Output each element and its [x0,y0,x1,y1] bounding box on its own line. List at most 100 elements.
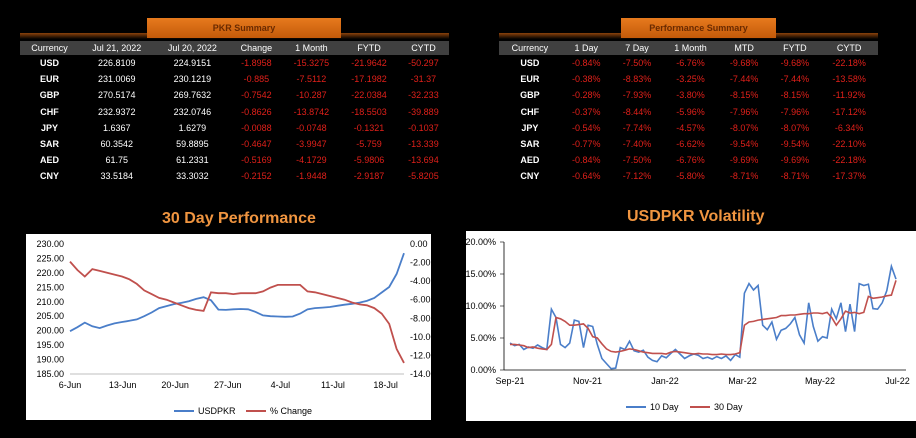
y-right-tick-label: -12.00 [410,350,431,360]
series-line-30-day [510,280,897,356]
table-cell-negative: -8.15% [729,90,759,101]
table-cell: 33.5184 [100,171,134,182]
table-cell-negative: -0.7542 [241,90,272,101]
currency-code: SAR [520,139,540,150]
pkr-col-header: 1 Month [282,41,341,55]
y-left-tick-label: 225.00 [36,253,64,263]
table-cell-negative: -0.5169 [241,155,272,166]
table-cell-negative: -0.38% [571,74,601,85]
x-tick-label: 13-Jun [109,380,137,390]
y-left-tick-label: 190.00 [36,355,64,365]
table-cell-negative: -6.76% [676,155,705,166]
table-cell-negative: -6.76% [676,58,705,69]
table-cell-negative: -9.54% [729,139,759,150]
table-cell: 226.8109 [98,58,136,69]
table-cell-negative: -5.8205 [408,171,439,182]
performance-summary-table: Currency 1 Day 7 Day 1 Month MTD FYTD CYTD USD… [499,41,878,185]
x-tick-label: 18-Jul [373,380,398,390]
y-right-tick-label: -4.00 [410,276,431,286]
table-cell-negative: -4.57% [676,122,705,133]
y-right-tick-label: 0.00 [410,239,428,249]
perf-table-row: GBP -0.28% -7.93% -3.80% -8.15% -8.15% -11.92% [499,87,878,103]
table-cell-negative: -7.96% [780,106,810,117]
table-cell-negative: -0.54% [571,122,601,133]
pkr-table-row: CNY 33.5184 33.3032 -0.2152 -1.9448 -2.9187 -5… [20,168,449,184]
chart2-title: USDPKR Volatility [627,208,765,225]
table-cell-negative: -7.96% [729,106,759,117]
pkr-col-header: Currency [20,41,79,55]
pkr-table-row: SAR 60.3542 59.8895 -0.4647 -3.9947 -5.759 -13… [20,136,449,152]
pkr-col-header: Change [230,41,283,55]
table-cell-negative: -0.0748 [296,122,327,133]
table-cell-negative: -0.0088 [241,122,272,133]
perf-col-header: 1 Day [560,41,612,55]
table-cell-negative: -1.9448 [296,171,327,182]
currency-code: GBP [39,90,60,101]
pkr-col-header: Jul 20, 2022 [154,41,231,55]
y-tick-label: 10.00% [466,301,496,311]
table-cell-negative: -8.71% [780,171,810,182]
table-cell-negative: -3.25% [676,74,705,85]
y-tick-label: 0.00% [470,365,496,375]
table-cell-negative: -22.0384 [351,90,387,101]
y-left-tick-label: 195.00 [36,340,64,350]
table-cell: 60.3542 [100,139,134,150]
perf-table-row: USD -0.84% -7.50% -6.76% -9.68% -9.68% -22.18% [499,55,878,71]
y-right-tick-label: -10.00 [410,332,431,342]
table-cell-negative: -13.694 [408,155,439,166]
currency-code: EUR [39,74,59,85]
perf-table-row: SAR -0.77% -7.40% -6.62% -9.54% -9.54% -22.10% [499,136,878,152]
x-tick-label: Jan-22 [651,376,679,386]
table-cell-negative: -22.18% [832,155,866,166]
x-tick-label: Nov-21 [573,376,602,386]
table-cell-negative: -8.07% [729,122,759,133]
table-cell-negative: -18.5503 [351,106,387,117]
table-cell-negative: -0.77% [571,139,601,150]
perf-table-row: CHF -0.37% -8.44% -5.96% -7.96% -7.96% -17.12% [499,104,878,120]
table-cell-negative: -3.80% [676,90,705,101]
table-cell-negative: -0.8626 [241,106,272,117]
perf-table-row: CNY -0.64% -7.12% -5.80% -8.71% -8.71% -17.37% [499,168,878,184]
table-cell-negative: -8.15% [780,90,810,101]
y-right-tick-label: -6.00 [410,295,431,305]
table-cell: 232.0746 [173,106,212,117]
table-cell: 61.2331 [176,155,209,166]
x-tick-label: 4-Jul [271,380,291,390]
table-cell: 232.9372 [98,106,136,117]
perf-col-header: Currency [499,41,561,55]
table-cell-negative: -2.9187 [353,171,385,182]
table-cell-negative: -39.889 [408,106,439,117]
perf-col-header: CYTD [820,41,878,55]
table-cell: 1.6367 [103,122,131,133]
currency-code: CNY [39,171,59,182]
table-cell-negative: -10.287 [296,90,327,101]
x-tick-label: 11-Jul [321,380,345,390]
table-cell-negative: -0.28% [571,90,601,101]
table-cell-negative: -17.37% [832,171,866,182]
table-cell-negative: -5.96% [676,106,705,117]
perf-col-header: MTD [718,41,770,55]
perf-table-row: AED -0.84% -7.50% -6.76% -9.69% -9.69% -22.18% [499,152,878,168]
table-cell-negative: -13.58% [832,74,866,85]
table-cell: 231.0069 [98,74,136,85]
table-cell-negative: -7.12% [622,171,652,182]
table-cell-negative: -6.34% [834,122,864,133]
table-cell-negative: -0.84% [571,155,601,166]
table-cell-negative: -9.69% [729,155,759,166]
table-cell: 270.5174 [98,90,136,101]
chart1-title: 30 Day Performance [162,210,316,227]
table-cell-negative: -8.44% [622,106,652,117]
chart1-30-day-performance: 230.00 225.00 220.00 215.00 210.00 205.00 200.… [26,234,431,420]
table-cell-negative: -0.37% [571,106,601,117]
table-cell-negative: -7.93% [622,90,652,101]
y-right-tick-label: -8.00 [410,313,431,323]
pkr-col-header: CYTD [397,41,449,55]
x-tick-label: Sep-21 [495,376,524,386]
table-cell-negative: -11.92% [832,90,866,101]
x-tick-label: May-22 [805,376,835,386]
series-line-usdpkr [69,252,405,332]
y-tick-label: 15.00% [466,269,496,279]
table-cell-negative: -9.68% [780,58,810,69]
legend-label: % Change [270,406,312,416]
perf-col-header: 7 Day [611,41,663,55]
